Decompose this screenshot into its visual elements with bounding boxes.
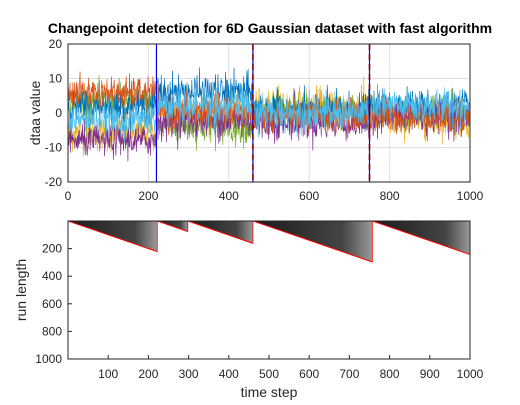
- bottom-y-tick-label: 800: [42, 324, 62, 338]
- top-y-tick-label: 10: [49, 72, 63, 86]
- bottom-tick-labels: 100 200 300 400 500 600 700 800 900 1000 200 400 600…: [35, 242, 483, 381]
- bottom-y-tick-label: 1000: [35, 352, 62, 366]
- top-x-tick-label: 0: [65, 189, 72, 203]
- top-changepoint-lines: [155, 44, 371, 182]
- max-run-length-line: [252, 221, 373, 263]
- bottom-y-tick-label: 200: [42, 242, 62, 256]
- bottom-x-tick-label: 1000: [457, 367, 484, 381]
- max-run-length-line: [157, 221, 188, 232]
- data-series-line: [68, 83, 470, 144]
- top-y-tick-label: 0: [55, 106, 62, 120]
- max-run-length-path: [68, 221, 470, 263]
- bottom-chart: 100 200 300 400 500 600 700 800 900 1000 200 400 600…: [13, 220, 484, 400]
- bottom-x-tick-label: 500: [259, 367, 279, 381]
- bottom-x-tick-label: 300: [179, 367, 199, 381]
- top-y-axis-label: dtaa value: [27, 80, 43, 145]
- top-tick-labels: 0 200 400 600 800 1000 -20 -10 0 10 20: [45, 37, 484, 203]
- top-y-tick-label: 20: [49, 37, 63, 51]
- bottom-x-tick-label: 400: [219, 367, 239, 381]
- bottom-x-tick-label: 100: [98, 367, 118, 381]
- top-x-tick-label: 200: [138, 189, 158, 203]
- top-x-tick-label: 400: [219, 189, 239, 203]
- top-y-tick-label: -20: [45, 175, 63, 189]
- top-axes-box: [67, 43, 471, 183]
- chart-title: Changepoint detection for 6D Gaussian da…: [48, 20, 492, 36]
- top-y-tick-label: -10: [45, 141, 63, 155]
- max-run-length-line: [68, 221, 158, 253]
- max-run-length-line: [187, 221, 254, 244]
- top-series-group: [68, 67, 470, 162]
- bottom-x-axis-label: time step: [241, 384, 298, 400]
- bottom-x-tick-label: 800: [380, 367, 400, 381]
- bottom-x-tick-label: 900: [420, 367, 440, 381]
- top-x-tick-label: 600: [299, 189, 319, 203]
- top-x-tick-label: 1000: [457, 189, 484, 203]
- run-length-probability-wedge: [252, 221, 373, 262]
- bottom-y-axis-label: run length: [13, 259, 29, 321]
- bottom-y-tick-label: 400: [42, 269, 62, 283]
- max-run-length-line: [372, 221, 470, 256]
- data-series-line: [68, 71, 470, 142]
- bottom-x-tick-label: 700: [339, 367, 359, 381]
- top-chart: Changepoint detection for 6D Gaussian da…: [27, 20, 492, 203]
- bottom-y-tick-label: 600: [42, 297, 62, 311]
- bottom-x-tick-label: 600: [299, 367, 319, 381]
- bottom-x-tick-label: 200: [138, 367, 158, 381]
- top-x-tick-label: 800: [380, 189, 400, 203]
